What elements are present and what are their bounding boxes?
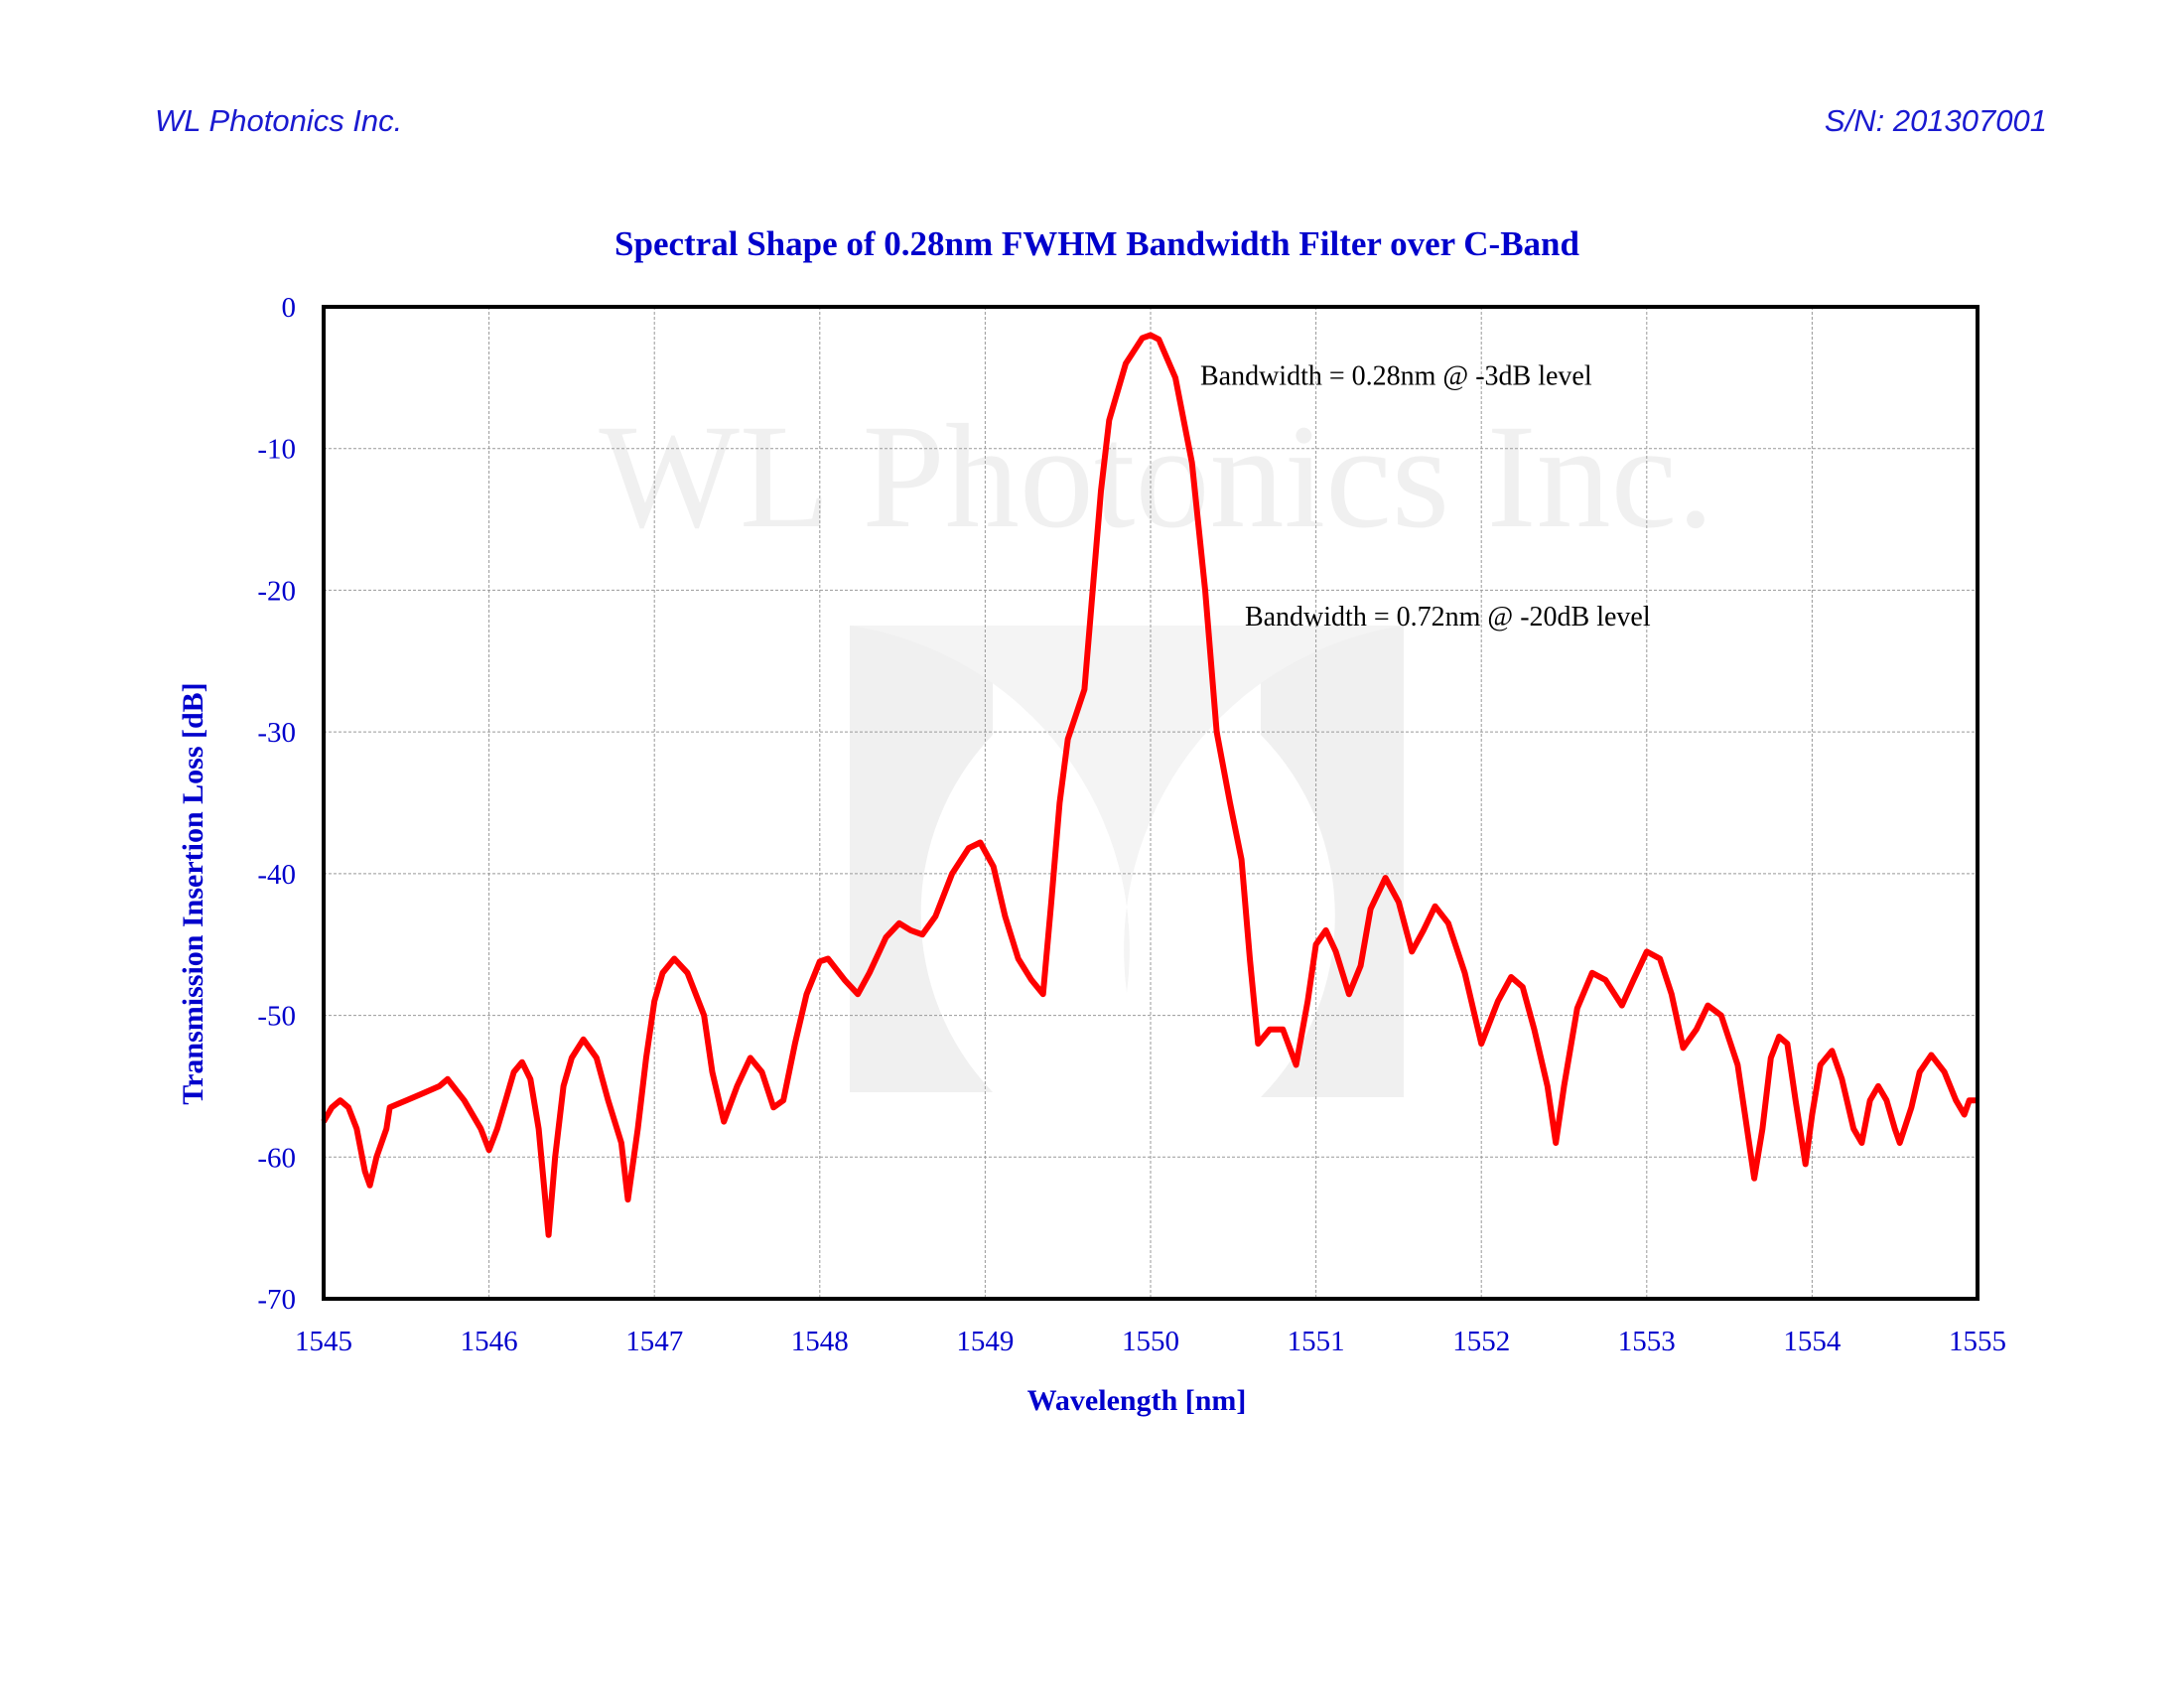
x-tick-label: 1548 <box>791 1326 849 1357</box>
chart-title: Spectral Shape of 0.28nm FWHM Bandwidth … <box>614 224 1579 263</box>
x-tick-label: 1551 <box>1288 1326 1345 1357</box>
plot-frame <box>322 305 1979 1301</box>
serial-number: S/N: 201307001 <box>1824 103 2047 138</box>
x-tick-label: 1545 <box>295 1326 352 1357</box>
y-tick-label: -50 <box>257 1001 296 1033</box>
watermark-text: WL Photonics Inc. <box>599 394 1713 559</box>
tick-labels: 1545 1546 1547 1548 1549 1550 1551 1552 1553 1554… <box>257 292 2006 1357</box>
x-tick-label: 1555 <box>1949 1326 2006 1357</box>
x-tick-label: 1547 <box>625 1326 683 1357</box>
x-axis-label: Wavelength [nm] <box>1027 1384 1247 1417</box>
x-tick-label: 1554 <box>1783 1326 1842 1357</box>
y-tick-label: -10 <box>257 434 296 466</box>
company-name: WL Photonics Inc. <box>155 103 403 138</box>
x-tick-label: 1552 <box>1452 1326 1510 1357</box>
x-tick-label: 1549 <box>956 1326 1014 1357</box>
watermark-logo <box>850 626 1404 1097</box>
y-tick-label: -20 <box>257 575 296 607</box>
x-tick-label: 1553 <box>1618 1326 1676 1357</box>
y-tick-label: -30 <box>257 717 296 749</box>
y-tick-label: -60 <box>257 1142 296 1174</box>
x-tick-label: 1546 <box>461 1326 518 1357</box>
annotation-20db: Bandwidth = 0.72nm @ -20dB level <box>1245 602 1651 633</box>
annotation-3db: Bandwidth = 0.28nm @ -3dB level <box>1200 360 1592 391</box>
y-tick-label: -70 <box>257 1284 296 1316</box>
y-tick-label: 0 <box>282 292 297 324</box>
y-tick-label: -40 <box>257 859 296 891</box>
y-axis-label: Transmission Insertion Loss [dB] <box>177 682 209 1104</box>
x-tick-label: 1550 <box>1122 1326 1179 1357</box>
series-line <box>321 332 1978 1238</box>
